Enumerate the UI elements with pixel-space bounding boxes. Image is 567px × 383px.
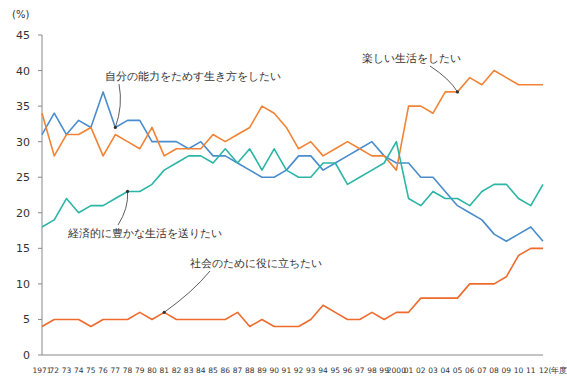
x-tick-label: 06: [465, 366, 475, 375]
x-tick-label: 90: [269, 366, 279, 375]
x-tick-label: 91: [282, 366, 292, 375]
x-tick-label: 10: [514, 366, 524, 375]
y-tick-label: 20: [16, 207, 30, 220]
x-tick-label: 83: [184, 366, 194, 375]
x-tick-label: 93: [306, 366, 316, 375]
x-tick-label: 82: [172, 366, 182, 375]
leader-line: [118, 191, 128, 225]
series-label: 経済的に豊かな生活を送りたい: [67, 227, 222, 240]
y-tick-label: 35: [16, 100, 30, 113]
leader-line: [164, 271, 210, 312]
x-tick-label: 80: [147, 366, 157, 375]
leader-dot: [126, 190, 129, 193]
y-tick-label: 5: [23, 313, 30, 326]
x-tick-label: 05: [453, 366, 463, 375]
leader-dot: [114, 126, 117, 129]
x-tick-label: 08: [489, 366, 499, 375]
x-tick-label: 86: [221, 366, 231, 375]
y-tick: [38, 355, 42, 356]
x-tick-label: 97: [355, 366, 365, 375]
y-tick-label: 15: [16, 242, 30, 255]
y-tick: [38, 106, 42, 107]
chart: 051015202530354045(%)1971727374757677787…: [0, 0, 567, 383]
x-tick-label: 09: [502, 366, 512, 375]
leader-line: [430, 66, 457, 92]
y-tick-label: 0: [23, 349, 30, 362]
series-line: [42, 248, 543, 326]
y-tick: [38, 141, 42, 142]
leader-dot: [163, 311, 166, 314]
x-tick-label: 74: [74, 366, 84, 375]
y-tick: [38, 248, 42, 249]
series-label: 社会のために役に立ちたい: [190, 257, 322, 270]
x-tick-label: 03: [428, 366, 438, 375]
y-tick: [38, 177, 42, 178]
series-line: [42, 92, 543, 241]
y-tick-label: 25: [16, 171, 30, 184]
y-tick-label: 10: [16, 278, 30, 291]
y-axis-label: (%): [12, 9, 29, 20]
x-tick-label: 87: [233, 366, 243, 375]
y-tick: [38, 319, 42, 320]
x-tick-label: 78: [123, 366, 133, 375]
x-tick-label: 94: [318, 366, 328, 375]
y-tick: [38, 35, 42, 36]
y-axis: [42, 35, 43, 355]
x-tick-label: 89: [257, 366, 267, 375]
x-tick-label: 72: [49, 366, 59, 375]
x-tick-label: 02: [416, 366, 426, 375]
x-tick-label: 98: [367, 366, 377, 375]
x-tick-label: 84: [196, 366, 206, 375]
x-tick-label: 88: [245, 366, 255, 375]
x-tick-label: 11: [526, 366, 536, 375]
x-tick-label: 79: [135, 366, 145, 375]
y-tick: [38, 212, 42, 213]
x-tick-label: 01: [404, 366, 414, 375]
y-tick: [38, 283, 42, 284]
series-label: 楽しい生活をしたい: [362, 52, 461, 65]
x-tick-label: 04: [440, 366, 450, 375]
x-tick-label: 73: [62, 366, 72, 375]
x-axis: [42, 355, 543, 356]
leader-dot: [456, 90, 459, 93]
x-tick-label: 92: [294, 366, 304, 375]
x-tick-label: 75: [86, 366, 96, 375]
plot-area: [42, 71, 543, 327]
series-label: 自分の能力をためす生き方をしたい: [105, 70, 281, 83]
series-line: [42, 71, 543, 171]
y-tick: [38, 70, 42, 71]
x-tick-label: 77: [111, 366, 121, 375]
x-tick-label: 12(年度): [539, 366, 567, 375]
y-tick-label: 30: [16, 136, 30, 149]
x-tick-label: 76: [98, 366, 108, 375]
y-tick-label: 40: [16, 65, 30, 78]
x-tick-label: 95: [330, 366, 340, 375]
x-tick-label: 07: [477, 366, 487, 375]
x-tick-label: 85: [208, 366, 218, 375]
leader-line: [115, 84, 120, 127]
x-tick-label: 96: [343, 366, 353, 375]
series-line: [42, 142, 543, 227]
x-tick-label: 81: [159, 366, 169, 375]
y-tick-label: 45: [16, 29, 30, 42]
